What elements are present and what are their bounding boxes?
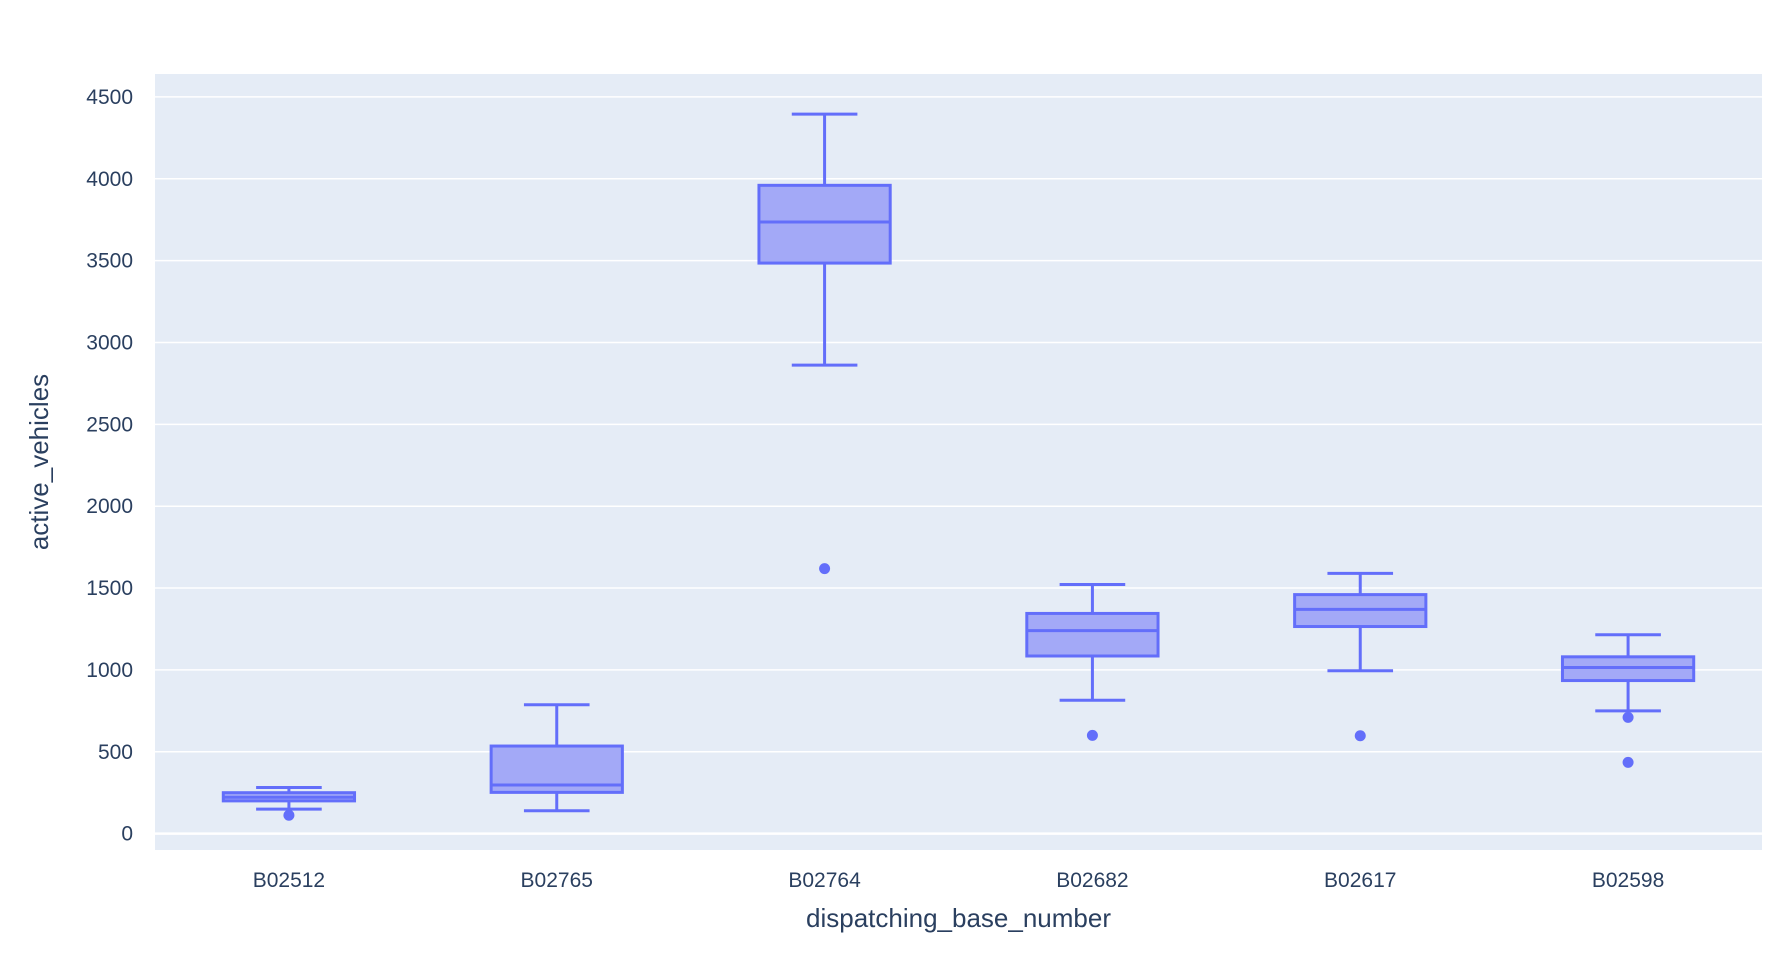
x-tick-label: B02682: [1056, 869, 1128, 892]
outlier-point: [283, 809, 295, 821]
x-axis-ticks: B02512 B02765 B02764 B02682 B02617 B02598: [253, 869, 1665, 892]
box-B02512[interactable]: [221, 785, 357, 821]
box-series[interactable]: [221, 112, 1696, 821]
x-tick-label: B02598: [1592, 869, 1664, 892]
plot-area: [155, 74, 1762, 850]
box-B02765[interactable]: [489, 703, 624, 813]
y-tick-label: 3500: [86, 250, 133, 273]
outlier-point: [1086, 729, 1098, 741]
x-tick-label: B02764: [788, 869, 861, 892]
y-tick-label: 500: [98, 741, 133, 764]
y-tick-label: 1500: [86, 577, 133, 600]
outlier-point: [1354, 730, 1366, 742]
y-tick-label: 0: [121, 823, 133, 846]
y-tick-label: 4500: [86, 86, 133, 109]
y-tick-label: 4000: [86, 168, 133, 191]
x-tick-label: B02617: [1324, 869, 1396, 892]
y-tick-label: 2000: [86, 495, 133, 518]
y-tick-label: 2500: [86, 413, 133, 436]
box-B02598[interactable]: [1560, 633, 1696, 768]
y-tick-label: 3000: [86, 331, 133, 354]
iqr-box: [1025, 611, 1160, 658]
iqr-box: [757, 183, 892, 265]
box-B02682[interactable]: [1025, 582, 1160, 741]
x-tick-label: B02512: [253, 869, 325, 892]
x-axis-title: dispatching_base_number: [806, 903, 1111, 933]
outlier-point: [1622, 711, 1634, 723]
outlier-point: [1622, 756, 1634, 768]
y-axis-ticks: 0 500 1000 1500 2000 2500 3000 3500 4000 4500: [86, 86, 133, 846]
y-axis-title: active_vehicles: [24, 374, 54, 550]
outlier-point: [819, 563, 831, 575]
box-B02617[interactable]: [1293, 571, 1428, 742]
y-gridlines: [155, 96, 1762, 835]
box-B02764[interactable]: [757, 112, 892, 575]
x-tick-label: B02765: [521, 869, 593, 892]
y-tick-label: 1000: [86, 659, 133, 682]
